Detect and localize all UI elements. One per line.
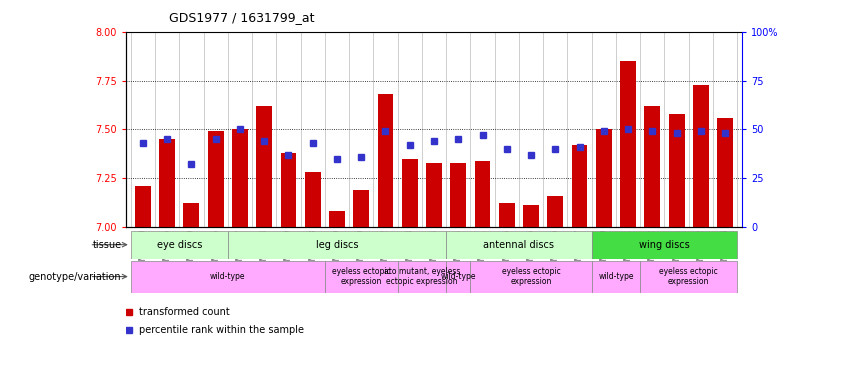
Text: eye discs: eye discs xyxy=(156,240,202,250)
Bar xyxy=(329,211,345,227)
Text: tissue: tissue xyxy=(92,240,122,250)
Bar xyxy=(426,162,442,227)
Bar xyxy=(131,231,227,259)
Text: wing discs: wing discs xyxy=(639,240,690,250)
Bar xyxy=(446,231,592,259)
Text: ato mutant, eyeless
ectopic expression: ato mutant, eyeless ectopic expression xyxy=(384,267,460,286)
Text: antennal discs: antennal discs xyxy=(483,240,555,250)
Bar xyxy=(693,84,709,227)
Bar xyxy=(572,145,588,227)
Bar xyxy=(446,261,470,292)
Text: GDS1977 / 1631799_at: GDS1977 / 1631799_at xyxy=(169,11,315,24)
Bar xyxy=(207,131,224,227)
Text: genotype/variation: genotype/variation xyxy=(29,272,122,282)
Bar xyxy=(641,261,737,292)
Bar xyxy=(398,261,446,292)
Bar xyxy=(131,261,325,292)
Bar xyxy=(256,106,272,227)
Text: eyeless ectopic
expression: eyeless ectopic expression xyxy=(660,267,718,286)
Text: transformed count: transformed count xyxy=(140,306,230,316)
Bar xyxy=(227,231,446,259)
Text: wild-type: wild-type xyxy=(598,272,634,281)
Bar xyxy=(523,206,539,227)
Bar xyxy=(378,94,393,227)
Text: wild-type: wild-type xyxy=(210,272,246,281)
Bar xyxy=(450,162,466,227)
Bar xyxy=(159,139,175,227)
Bar xyxy=(280,153,296,227)
Bar xyxy=(592,261,641,292)
Text: eyeless ectopic
expression: eyeless ectopic expression xyxy=(332,267,391,286)
Bar xyxy=(499,204,515,227)
Text: leg discs: leg discs xyxy=(316,240,358,250)
Bar xyxy=(305,172,320,227)
Bar xyxy=(621,61,636,227)
Bar xyxy=(135,186,151,227)
Bar xyxy=(717,118,733,227)
Text: eyeless ectopic
expression: eyeless ectopic expression xyxy=(502,267,561,286)
Bar xyxy=(475,160,490,227)
Bar xyxy=(353,190,369,227)
Bar xyxy=(470,261,592,292)
Text: wild-type: wild-type xyxy=(441,272,476,281)
Bar xyxy=(668,114,685,227)
Bar xyxy=(596,129,612,227)
Bar xyxy=(325,261,398,292)
Bar xyxy=(183,204,200,227)
Text: percentile rank within the sample: percentile rank within the sample xyxy=(140,325,305,335)
Bar xyxy=(592,231,737,259)
Bar xyxy=(402,159,418,227)
Bar xyxy=(548,196,563,227)
Bar xyxy=(232,129,247,227)
Bar xyxy=(644,106,661,227)
